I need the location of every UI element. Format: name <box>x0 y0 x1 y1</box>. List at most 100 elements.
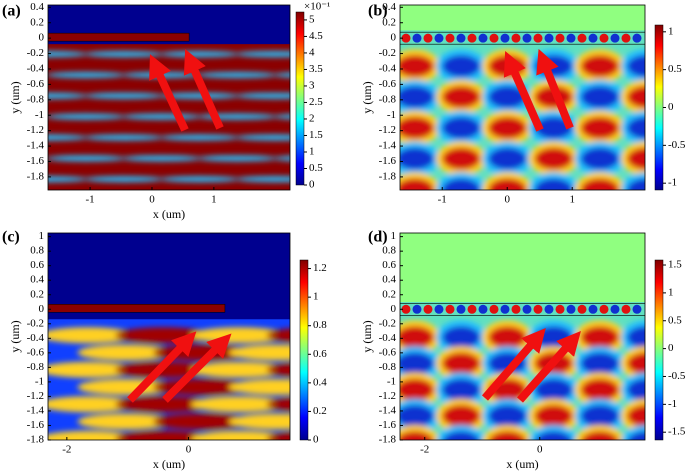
band <box>83 92 164 99</box>
y-tick-label: -1.4 <box>27 404 45 416</box>
y-tick-label: -0.4 <box>27 332 45 344</box>
mode <box>632 304 642 314</box>
colorbar-tick-label: 0 <box>668 342 674 354</box>
colorbar-tick-label: -0.5 <box>668 370 685 382</box>
field <box>400 5 645 190</box>
colorbar-label: ×10⁻¹ <box>304 1 330 13</box>
mode <box>445 33 455 43</box>
mode <box>599 33 609 43</box>
band <box>266 328 290 343</box>
lobe <box>575 425 625 440</box>
band <box>266 362 290 377</box>
band <box>196 71 278 78</box>
band <box>158 176 240 183</box>
colorbar-tick-label: 0 <box>309 179 315 191</box>
panel: 0.4 0.2 0 -0.2 -0.4 -0.6 -0.8 -1 -1.2 -1.4 -1.6 -1.… <box>2 1 330 221</box>
colorbar-tick-label: 0.6 <box>313 348 327 360</box>
mode <box>423 33 433 43</box>
y-tick-label: 0.4 <box>382 274 396 286</box>
mode <box>500 304 510 314</box>
colorbar <box>299 259 309 441</box>
band <box>228 413 290 430</box>
y-tick-label: -1.8 <box>379 170 397 182</box>
x-tick-label: 1 <box>569 194 575 206</box>
x-tick-label: 0 <box>504 194 510 206</box>
y-tick-label: -1.2 <box>27 124 44 136</box>
colorbar-tick-label: 0.4 <box>313 376 327 388</box>
panel-label: (c) <box>2 229 20 246</box>
x-tick-label: -2 <box>420 444 429 456</box>
y-tick-label: -0.6 <box>27 78 45 90</box>
y-tick-label: -0.2 <box>27 47 44 59</box>
y-tick-label: -0.4 <box>379 63 397 75</box>
mode <box>456 304 466 314</box>
band <box>83 176 164 183</box>
y-tick-label: -1.4 <box>27 140 45 152</box>
colorbar-tick-label: 1.5 <box>668 259 682 271</box>
lobe <box>482 110 533 145</box>
mode <box>511 304 521 314</box>
mode <box>577 304 587 314</box>
y-tick-label: -1.4 <box>379 140 397 152</box>
panel-label: (a) <box>2 3 21 20</box>
y-tick-label: -1.8 <box>379 434 397 446</box>
colorbar-tick-label: -1 <box>668 398 677 410</box>
mode <box>588 304 598 314</box>
field-top <box>400 233 645 302</box>
axes-frame <box>47 232 291 441</box>
mode <box>423 304 433 314</box>
mode <box>456 33 466 43</box>
mode <box>434 304 444 314</box>
colorbar-tick-label: 0.8 <box>313 319 327 331</box>
panel-label: (d) <box>368 229 388 246</box>
x-axis-label: x (um) <box>153 457 185 471</box>
mode <box>522 304 532 314</box>
mode <box>401 304 411 314</box>
mode <box>522 33 532 43</box>
panel: 0.4 0.2 0 -0.2 -0.4 -0.6 -0.8 -1 -1.2 -1.4 -1.6 -1.… <box>360 1 685 206</box>
x-tick-label: 0 <box>149 194 155 206</box>
x-tick-label: -1 <box>438 194 447 206</box>
y-tick-label: -1 <box>387 375 396 387</box>
y-axis-label: y (um) <box>8 81 22 113</box>
arrow <box>127 331 197 403</box>
y-tick-label: -0.6 <box>379 346 397 358</box>
lobes <box>400 49 645 190</box>
mode <box>555 33 565 43</box>
colorbar-tick-label: 0.5 <box>309 162 323 174</box>
band <box>48 51 89 58</box>
band <box>48 134 89 141</box>
x-axis-label: x (um) <box>153 207 185 221</box>
x-tick-label: -1 <box>86 194 95 206</box>
y-axis-label: y (um) <box>8 320 22 352</box>
mode <box>533 304 543 314</box>
lobe <box>400 425 440 440</box>
lobe <box>621 425 645 440</box>
y-tick-label: -0.6 <box>379 78 397 90</box>
y-tick-label: -1 <box>35 109 44 121</box>
y-tick-label: -0.2 <box>27 317 44 329</box>
band <box>234 51 290 58</box>
axes-frame <box>399 232 646 441</box>
colorbar-tick-label: 1 <box>668 286 674 298</box>
band <box>234 92 290 99</box>
lobe <box>528 49 579 84</box>
arrow <box>183 49 224 130</box>
y-tick-label: 0.6 <box>382 259 396 271</box>
arrow <box>517 331 581 403</box>
mode <box>566 33 576 43</box>
lobe <box>621 320 645 355</box>
colorbar <box>654 24 664 191</box>
lobe <box>482 425 533 440</box>
band <box>196 113 278 120</box>
colorbar-tick-label: 1.5 <box>309 129 323 141</box>
colorbar-tick-label: -0.5 <box>668 139 685 151</box>
band <box>48 396 137 413</box>
lobes <box>400 320 645 440</box>
band <box>48 71 127 78</box>
band <box>228 379 290 396</box>
mode <box>467 33 477 43</box>
lobe <box>621 346 645 381</box>
mode <box>401 33 411 43</box>
